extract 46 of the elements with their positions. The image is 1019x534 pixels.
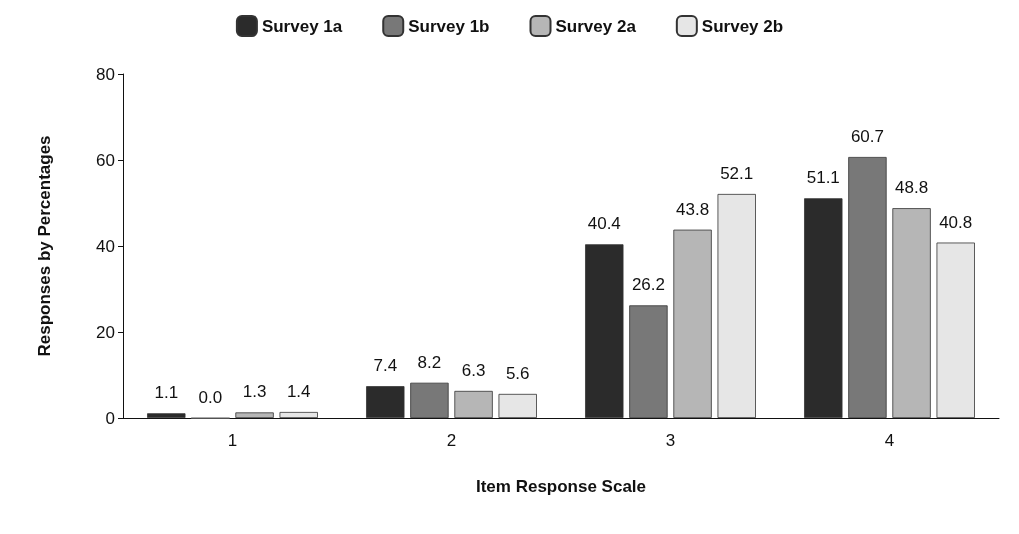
data-label: 8.2	[417, 352, 442, 372]
data-label: 1.4	[286, 381, 311, 401]
data-label: 5.6	[505, 363, 530, 383]
y-tick-label: 80	[96, 64, 115, 84]
bar	[717, 193, 756, 418]
data-label: 48.8	[895, 178, 929, 198]
legend-label: Survey 1a	[261, 16, 343, 36]
x-tick-label: 4	[884, 431, 895, 450]
x-tick-label: 2	[446, 431, 457, 450]
bar	[892, 208, 931, 418]
bar	[498, 393, 537, 418]
legend-label: Survey 2a	[555, 16, 637, 36]
bar	[804, 198, 843, 418]
data-label: 40.8	[939, 212, 973, 232]
data-label: 6.3	[461, 360, 486, 380]
x-tick-label: 3	[665, 431, 676, 450]
data-label: 43.8	[676, 199, 710, 219]
x-axis-title: Item Response Scale	[475, 477, 647, 496]
data-label: 26.2	[631, 275, 665, 295]
bar	[147, 413, 186, 418]
bar	[366, 386, 405, 418]
y-axis-title: Responses by Percentages	[35, 135, 54, 357]
x-tick-label: 1	[227, 431, 238, 450]
y-tick-label: 0	[105, 408, 115, 428]
data-label: 60.7	[850, 126, 884, 146]
data-label: 1.3	[242, 382, 267, 402]
data-label: 0.0	[198, 387, 223, 407]
bar	[454, 390, 493, 418]
bar	[848, 156, 887, 418]
bar	[673, 229, 712, 418]
bar	[235, 412, 274, 418]
data-label: 7.4	[373, 356, 398, 376]
data-label: 40.4	[587, 214, 621, 234]
y-tick-label: 60	[96, 150, 115, 170]
data-label: 51.1	[806, 168, 840, 188]
y-tick-label: 20	[96, 322, 115, 342]
bar	[585, 244, 624, 418]
legend-label: Survey 2b	[701, 16, 784, 36]
bar	[629, 305, 668, 418]
bar	[936, 242, 975, 418]
data-label: 1.1	[154, 383, 179, 403]
bar	[279, 411, 318, 418]
y-tick-label: 40	[96, 236, 115, 256]
legend-label: Survey 1b	[408, 16, 490, 36]
bar	[410, 382, 449, 418]
data-label: 52.1	[720, 163, 754, 183]
